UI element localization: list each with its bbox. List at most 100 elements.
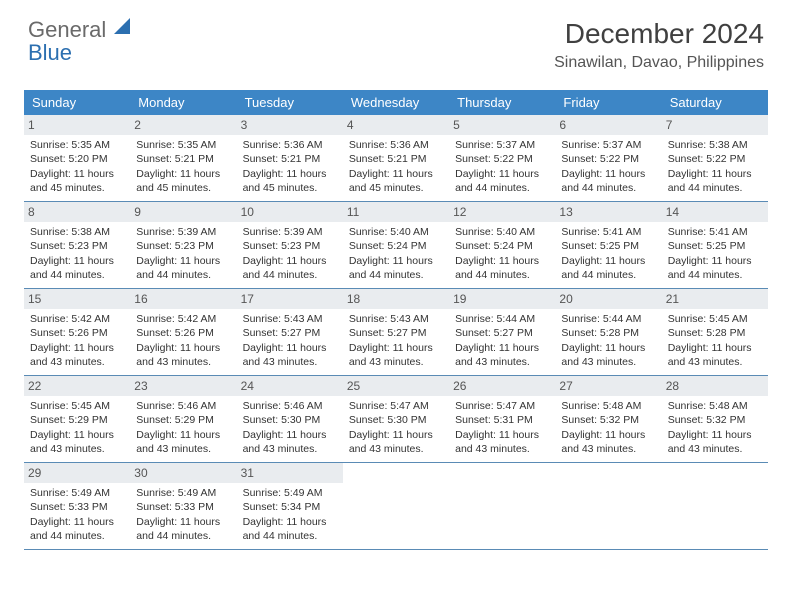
d2-text: and 44 minutes. (455, 268, 549, 282)
day-number: 15 (24, 289, 130, 309)
week-row: 15Sunrise: 5:42 AMSunset: 5:26 PMDayligh… (24, 289, 768, 376)
sunset-text: Sunset: 5:34 PM (243, 500, 337, 514)
sunset-text: Sunset: 5:30 PM (349, 413, 443, 427)
day-number: 23 (130, 376, 236, 396)
sunrise-text: Sunrise: 5:43 AM (349, 312, 443, 326)
d1-text: Daylight: 11 hours (136, 341, 230, 355)
d1-text: Daylight: 11 hours (455, 254, 549, 268)
day-number: 18 (343, 289, 449, 309)
weekday-header: Saturday (662, 90, 768, 115)
sunset-text: Sunset: 5:24 PM (349, 239, 443, 253)
sunrise-text: Sunrise: 5:36 AM (243, 138, 337, 152)
weekday-header: Wednesday (343, 90, 449, 115)
day-cell: 10 Sunrise: 5:39 AMSunset: 5:23 PMDayligh… (237, 202, 343, 288)
day-number: 7 (662, 115, 768, 135)
d2-text: and 44 minutes. (136, 268, 230, 282)
day-cell: 6Sunrise: 5:37 AMSunset: 5:22 PMDaylight… (555, 115, 661, 201)
day-number: 16 (130, 289, 236, 309)
sunrise-text: Sunrise: 5:37 AM (561, 138, 655, 152)
d1-text: Daylight: 11 hours (668, 428, 762, 442)
d2-text: and 43 minutes. (30, 355, 124, 369)
sunset-text: Sunset: 5:31 PM (455, 413, 549, 427)
logo-text: General Blue (28, 18, 134, 64)
d2-text: and 44 minutes. (561, 181, 655, 195)
d1-text: Daylight: 11 hours (455, 167, 549, 181)
logo: General Blue (28, 18, 134, 64)
d2-text: and 44 minutes. (30, 529, 124, 543)
d2-text: and 45 minutes. (243, 181, 337, 195)
weekday-header: Tuesday (237, 90, 343, 115)
sunrise-text: Sunrise: 5:47 AM (349, 399, 443, 413)
day-cell: 19Sunrise: 5:44 AMSunset: 5:27 PMDayligh… (449, 289, 555, 375)
sunrise-text: Sunrise: 5:41 AM (561, 225, 655, 239)
logo-line1: General (28, 17, 106, 42)
sunrise-text: Sunrise: 5:42 AM (136, 312, 230, 326)
day-cell: 24Sunrise: 5:46 AMSunset: 5:30 PMDayligh… (237, 376, 343, 462)
d1-text: Daylight: 11 hours (243, 341, 337, 355)
day-number: 5 (449, 115, 555, 135)
sunrise-text: Sunrise: 5:35 AM (30, 138, 124, 152)
day-number: 22 (24, 376, 130, 396)
day-cell: 16Sunrise: 5:42 AMSunset: 5:26 PMDayligh… (130, 289, 236, 375)
day-cell: 18Sunrise: 5:43 AMSunset: 5:27 PMDayligh… (343, 289, 449, 375)
weekday-header: Thursday (449, 90, 555, 115)
sunrise-text: Sunrise: 5:37 AM (455, 138, 549, 152)
day-cell: 27Sunrise: 5:48 AMSunset: 5:32 PMDayligh… (555, 376, 661, 462)
weekday-header: Friday (555, 90, 661, 115)
day-cell: 12Sunrise: 5:40 AMSunset: 5:24 PMDayligh… (449, 202, 555, 288)
day-cell: 1Sunrise: 5:35 AMSunset: 5:20 PMDaylight… (24, 115, 130, 201)
sunrise-text: Sunrise: 5:39 AM (136, 225, 230, 239)
day-number: 11 (343, 202, 449, 222)
sunset-text: Sunset: 5:27 PM (243, 326, 337, 340)
week-row: 8Sunrise: 5:38 AMSunset: 5:23 PMDaylight… (24, 202, 768, 289)
week-row: 22Sunrise: 5:45 AMSunset: 5:29 PMDayligh… (24, 376, 768, 463)
day-cell: 29Sunrise: 5:49 AMSunset: 5:33 PMDayligh… (24, 463, 130, 549)
d1-text: Daylight: 11 hours (243, 428, 337, 442)
d1-text: Daylight: 11 hours (349, 428, 443, 442)
day-number: 27 (555, 376, 661, 396)
sunrise-text: Sunrise: 5:42 AM (30, 312, 124, 326)
day-number: 29 (24, 463, 130, 483)
day-cell: 31Sunrise: 5:49 AMSunset: 5:34 PMDayligh… (237, 463, 343, 549)
day-cell: 22Sunrise: 5:45 AMSunset: 5:29 PMDayligh… (24, 376, 130, 462)
d2-text: and 43 minutes. (243, 442, 337, 456)
d1-text: Daylight: 11 hours (668, 254, 762, 268)
d1-text: Daylight: 11 hours (349, 254, 443, 268)
d2-text: and 43 minutes. (136, 355, 230, 369)
d2-text: and 44 minutes. (668, 181, 762, 195)
d2-text: and 43 minutes. (455, 442, 549, 456)
day-number: 21 (662, 289, 768, 309)
day-cell: 28Sunrise: 5:48 AMSunset: 5:32 PMDayligh… (662, 376, 768, 462)
d1-text: Daylight: 11 hours (30, 515, 124, 529)
day-cell: 23Sunrise: 5:46 AMSunset: 5:29 PMDayligh… (130, 376, 236, 462)
day-number: 3 (237, 115, 343, 135)
sunset-text: Sunset: 5:23 PM (243, 239, 337, 253)
day-number: 30 (130, 463, 236, 483)
sunset-text: Sunset: 5:25 PM (668, 239, 762, 253)
d1-text: Daylight: 11 hours (30, 167, 124, 181)
sunrise-text: Sunrise: 5:39 AM (243, 225, 337, 239)
sunrise-text: Sunrise: 5:48 AM (561, 399, 655, 413)
sunset-text: Sunset: 5:32 PM (668, 413, 762, 427)
d1-text: Daylight: 11 hours (349, 167, 443, 181)
sunset-text: Sunset: 5:29 PM (136, 413, 230, 427)
day-number: 13 (555, 202, 661, 222)
sunset-text: Sunset: 5:25 PM (561, 239, 655, 253)
d1-text: Daylight: 11 hours (243, 254, 337, 268)
d2-text: and 44 minutes. (561, 268, 655, 282)
day-number: 8 (24, 202, 130, 222)
d2-text: and 43 minutes. (136, 442, 230, 456)
sunset-text: Sunset: 5:33 PM (30, 500, 124, 514)
sunrise-text: Sunrise: 5:44 AM (455, 312, 549, 326)
d2-text: and 45 minutes. (349, 181, 443, 195)
d1-text: Daylight: 11 hours (561, 341, 655, 355)
sunrise-text: Sunrise: 5:49 AM (243, 486, 337, 500)
month-title: December 2024 (554, 18, 764, 50)
calendar-grid: Sunday Monday Tuesday Wednesday Thursday… (24, 90, 768, 550)
day-number: 10 (237, 202, 343, 222)
d2-text: and 43 minutes. (243, 355, 337, 369)
d2-text: and 44 minutes. (349, 268, 443, 282)
day-number: 12 (449, 202, 555, 222)
sunrise-text: Sunrise: 5:38 AM (668, 138, 762, 152)
sunset-text: Sunset: 5:23 PM (136, 239, 230, 253)
